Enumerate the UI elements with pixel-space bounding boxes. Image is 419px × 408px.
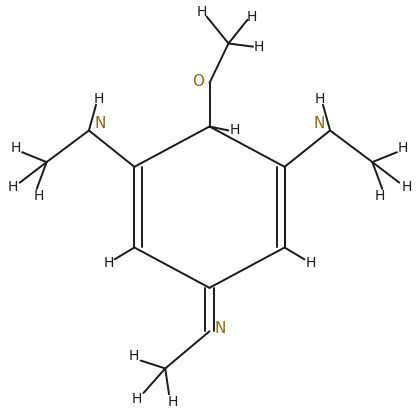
Text: O: O: [192, 73, 204, 89]
Text: N: N: [94, 116, 106, 131]
Text: H: H: [167, 395, 178, 408]
Text: H: H: [103, 256, 114, 270]
Text: H: H: [131, 392, 142, 406]
Text: H: H: [305, 256, 316, 270]
Text: H: H: [128, 349, 139, 363]
Text: H: H: [401, 180, 411, 194]
Text: H: H: [247, 10, 257, 24]
Text: H: H: [315, 92, 325, 106]
Text: H: H: [8, 180, 18, 194]
Text: N: N: [215, 321, 226, 336]
Text: H: H: [375, 189, 385, 203]
Text: H: H: [197, 5, 207, 19]
Text: N: N: [313, 116, 325, 131]
Text: H: H: [11, 141, 21, 155]
Text: H: H: [229, 124, 240, 137]
Text: H: H: [398, 141, 408, 155]
Text: H: H: [94, 92, 104, 106]
Text: H: H: [254, 40, 264, 53]
Text: H: H: [34, 189, 44, 203]
